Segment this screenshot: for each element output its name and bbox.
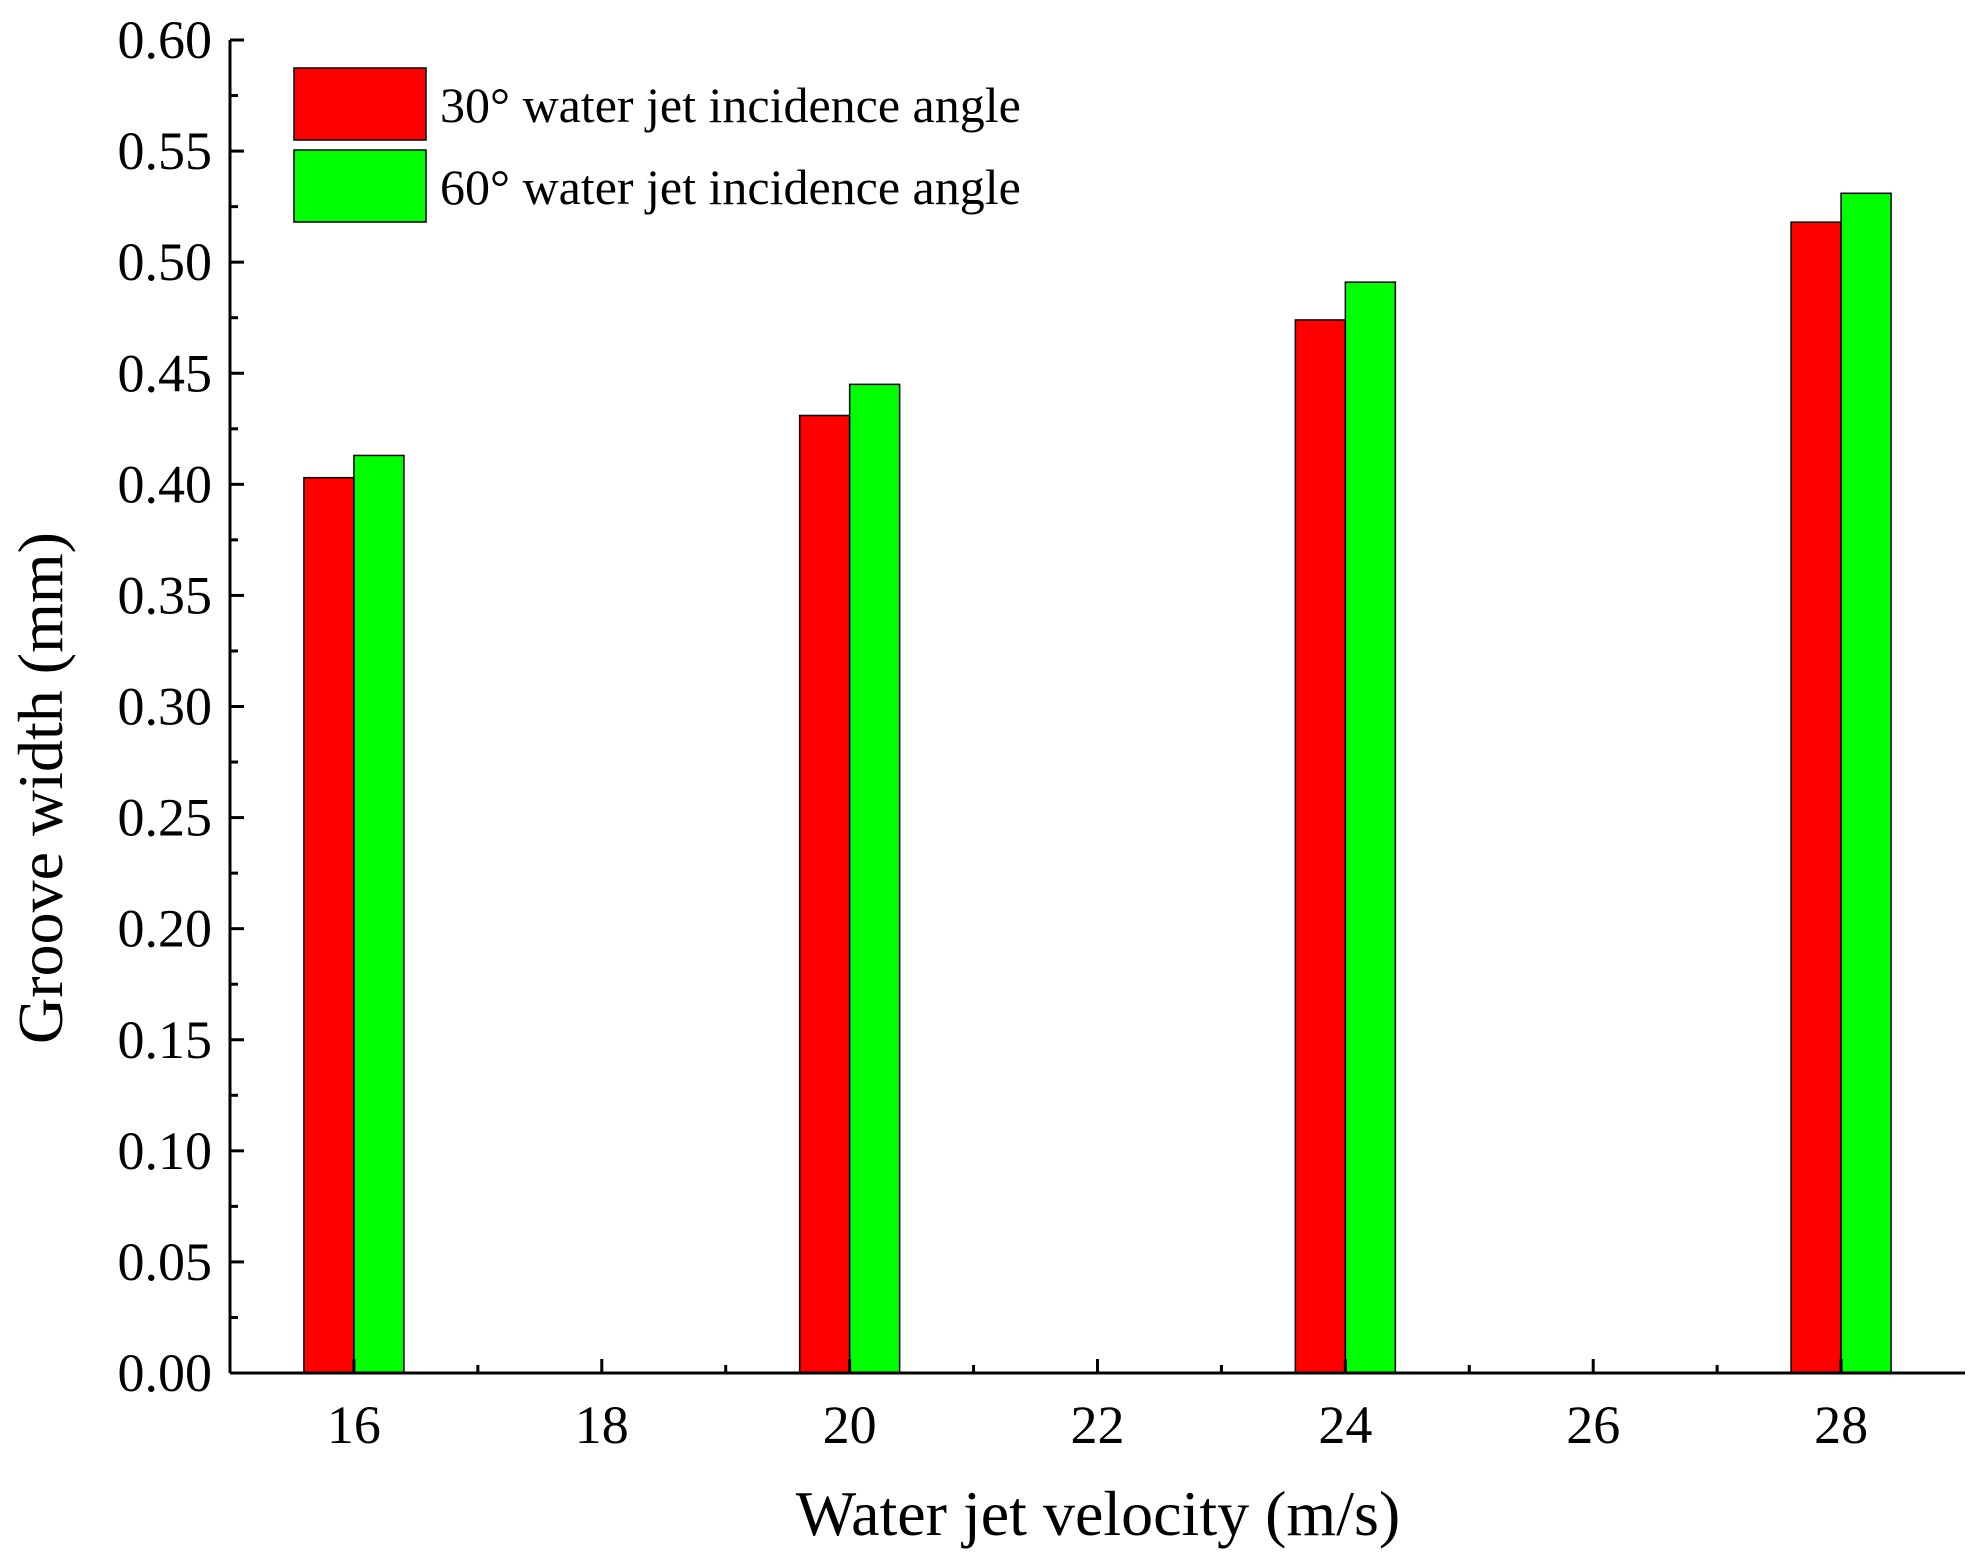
x-tick-label: 18 — [575, 1395, 629, 1455]
y-axis-title: Groove width (mm) — [5, 532, 76, 1044]
y-tick-label: 0.30 — [118, 677, 213, 737]
y-tick-label: 0.40 — [118, 454, 213, 514]
legend: 30° water jet incidence angle 60° water j… — [293, 67, 1021, 223]
legend-swatch — [293, 149, 427, 223]
bars-group — [303, 192, 1892, 1374]
x-tick-label: 28 — [1814, 1395, 1868, 1455]
y-tick-label: 0.35 — [118, 565, 213, 625]
y-tick-label: 0.15 — [118, 1010, 213, 1070]
y-tick-label: 0.20 — [118, 899, 213, 959]
bar-30deg-16 — [303, 476, 355, 1374]
axes-group: 0.00 0.05 0.10 0.15 0.20 0.25 0.30 0.35 0.40 0.45… — [118, 10, 1965, 1455]
bar-30deg-24 — [1294, 319, 1347, 1374]
bar-60deg-28 — [1840, 192, 1892, 1374]
bar-60deg-24 — [1344, 281, 1397, 1374]
y-tick-label: 0.55 — [118, 121, 213, 181]
x-tick-label: 24 — [1318, 1395, 1372, 1455]
bar-60deg-16 — [353, 454, 405, 1374]
legend-label: 60° water jet incidence angle — [440, 159, 1021, 215]
bar-30deg-20 — [798, 414, 851, 1374]
y-tick-label: 0.00 — [118, 1343, 213, 1403]
bar-30deg-28 — [1790, 221, 1842, 1374]
y-tick-label: 0.05 — [118, 1232, 213, 1292]
y-tick-label: 0.10 — [118, 1121, 213, 1181]
x-axis-title: Water jet velocity (m/s) — [796, 1478, 1400, 1549]
x-tick-label: 22 — [1071, 1395, 1125, 1455]
y-tick-label: 0.50 — [118, 232, 213, 292]
legend-swatch — [293, 67, 427, 141]
x-tick-label: 20 — [823, 1395, 877, 1455]
x-tick-label: 16 — [327, 1395, 381, 1455]
legend-label: 30° water jet incidence angle — [440, 77, 1021, 133]
bar-60deg-20 — [848, 383, 901, 1374]
y-tick-label: 0.60 — [118, 10, 213, 70]
y-tick-label: 0.45 — [118, 343, 213, 403]
y-tick-label: 0.25 — [118, 788, 213, 848]
x-tick-label: 26 — [1566, 1395, 1620, 1455]
